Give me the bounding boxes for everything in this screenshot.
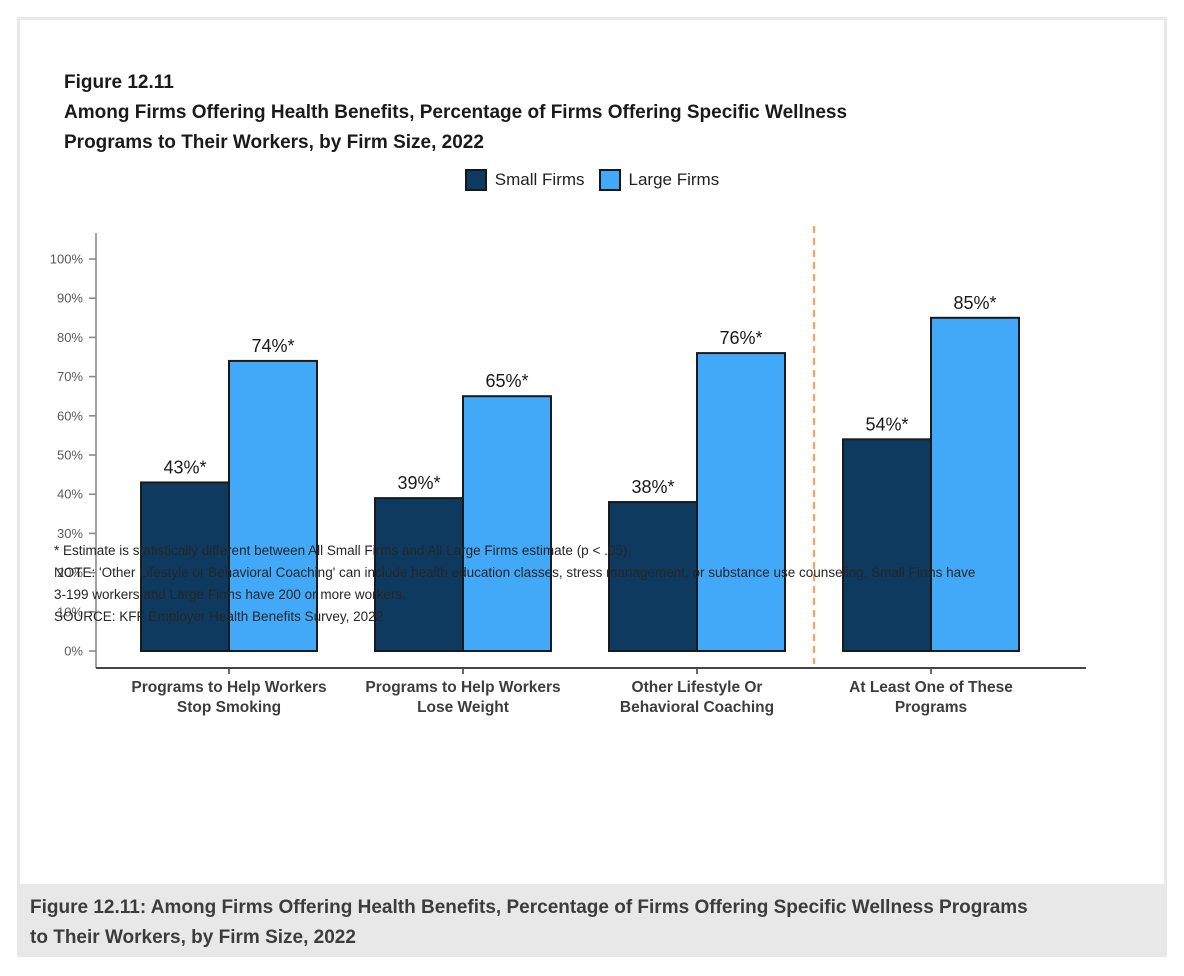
value-label: 85%* xyxy=(953,293,996,313)
legend-label-large-firms: Large Firms xyxy=(628,170,720,189)
category-label: Other Lifestyle Or xyxy=(632,679,763,696)
legend-swatch-small-firms xyxy=(464,169,487,191)
bar-chart: 0% 10% 20% 30% 40% 50% 60% 70% 80% 90% 100% Program… xyxy=(50,226,1086,716)
y-tick-label: 10% xyxy=(57,604,83,619)
legend-swatch-large-firms xyxy=(598,169,621,191)
y-tick-label: 90% xyxy=(57,291,83,306)
value-label: 43%* xyxy=(163,457,206,477)
footnotes: * Estimate is statistically different be… xyxy=(54,540,1132,628)
category-label: At Least One of These xyxy=(849,679,1013,696)
category-label: Lose Weight xyxy=(417,699,509,716)
legend-item-small-firms: Small Firms xyxy=(464,169,585,191)
y-tick-label: 40% xyxy=(57,487,83,502)
category-label: Programs to Help Workers xyxy=(131,679,326,696)
legend-label-small-firms: Small Firms xyxy=(494,170,585,189)
bar-small-firms-2 xyxy=(608,501,698,653)
footnote-source: SOURCE: KFF Employer Health Benefits Sur… xyxy=(54,609,384,624)
bar-small-firms-1 xyxy=(374,497,464,652)
y-tick-label: 50% xyxy=(57,448,83,463)
y-tick-label: 0% xyxy=(64,644,83,659)
title-block: Figure 12.11 Among Firms Offering Health… xyxy=(64,68,847,158)
value-label: 54%* xyxy=(865,414,908,434)
bar-large-firms-2 xyxy=(696,352,786,653)
category-label: Behavioral Coaching xyxy=(620,699,774,716)
bar-large-firms-0 xyxy=(228,359,318,652)
y-tick-label: 20% xyxy=(57,565,83,580)
category-label: Stop Smoking xyxy=(177,699,281,716)
value-label: 65%* xyxy=(485,371,528,391)
y-tick-label: 80% xyxy=(57,330,83,345)
value-label: 74%* xyxy=(251,336,294,356)
footnote-significance: * Estimate is statistically different be… xyxy=(54,543,632,558)
bar-small-firms-3 xyxy=(842,438,932,652)
figure-title: Among Firms Offering Health Benefits, Pe… xyxy=(64,102,848,153)
bar-large-firms-1 xyxy=(462,395,552,652)
bar-large-firms-3 xyxy=(930,316,1020,653)
category-label: Programs xyxy=(895,699,967,716)
chart-legend: Small Firms Large Firms xyxy=(20,169,1164,191)
category-label: Programs to Help Workers xyxy=(365,679,560,696)
legend-item-large-firms: Large Firms xyxy=(598,169,720,191)
y-tick-label: 30% xyxy=(57,526,83,541)
caption-bar: Figure 12.11: Among Firms Offering Healt… xyxy=(20,884,1164,954)
figure-panel: Figure 12.11 Among Firms Offering Health… xyxy=(17,17,1167,957)
value-label: 76%* xyxy=(719,328,762,348)
caption-text: Figure 12.11: Among Firms Offering Healt… xyxy=(30,897,1028,948)
figure-label: Figure 12.11 xyxy=(64,72,174,93)
value-label: 39%* xyxy=(397,473,440,493)
value-label: 38%* xyxy=(631,477,674,497)
footnote-note: NOTE: 'Other Lifestyle or Behavioral Coa… xyxy=(54,565,976,602)
y-tick-label: 70% xyxy=(57,369,83,384)
y-tick-label: 100% xyxy=(50,252,84,267)
y-tick-label: 60% xyxy=(57,408,83,423)
